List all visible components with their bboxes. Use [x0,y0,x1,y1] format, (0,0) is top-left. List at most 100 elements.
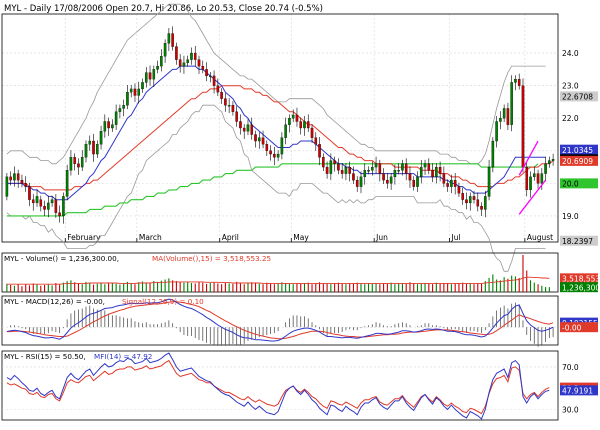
candle-body [423,163,427,168]
candle-body [295,114,299,122]
candle-body [457,186,461,194]
price-value-label: 18.2397 [562,237,593,246]
candle-body [303,121,306,129]
candle-body [178,59,182,67]
ma-50-line [6,85,554,191]
candle-body [152,69,156,80]
volume-legend-volume: MYL - Volume() = 1,236,300.00, [4,254,119,263]
candle-body [502,108,506,119]
rsi-tick-label: 30.0 [562,405,579,414]
candle-body [378,163,382,174]
candle-body [77,163,80,168]
candle-body [28,186,31,200]
candle-body [250,124,254,135]
candle-body [487,166,491,197]
candle-body [540,173,544,184]
candle-body [209,75,212,78]
candle-body [517,78,521,86]
candle-body [480,206,483,210]
candle-body [212,75,216,86]
candle-body [43,206,46,210]
candle-body [171,33,174,47]
candle-body [359,176,363,187]
trend-line-lower [518,179,547,215]
candle-body [205,69,208,77]
candle-body [235,111,238,122]
price-value-label-bg [560,235,598,246]
candle-body [220,92,223,99]
candle-body [412,179,416,187]
candle-body [224,98,227,106]
macd-legend-macd: MYL - MACD(12,26) = -0.00, [4,297,105,306]
macd-signal-line [6,301,554,340]
candle-body [20,179,24,184]
volume-ma-line [6,276,550,285]
candle-body [111,124,114,129]
candle-body [16,173,20,181]
candle-body [148,72,152,80]
candle-body [167,33,171,44]
candle-body [435,166,438,178]
candle-body [182,62,186,67]
candle-body [442,173,446,184]
candle-body [62,196,65,217]
candle-body [544,163,547,174]
bollinger-upper-line [6,3,546,165]
candle-body [322,157,325,168]
candle-body [254,134,257,142]
candle-body [126,92,129,106]
macd-frame [1,295,559,346]
candle-body [310,127,314,138]
mfi-line [6,352,550,420]
candle-body [453,179,457,187]
price-tick-label: 24.0 [562,49,579,58]
candle-body [193,52,197,60]
candle-body [401,163,404,171]
candle-body [472,196,476,200]
rsi-line [6,359,550,415]
candle-body [465,199,468,204]
macd-panel: MYL - MACD(12,26) = -0.00, Signal(12,26,9… [1,295,598,347]
candle-body [427,163,431,171]
candle-body [35,196,39,204]
candle-body [186,59,189,64]
price-value-label-bg [560,155,598,166]
candle-body [280,137,284,155]
candle-body [9,176,12,181]
month-label-april: April [222,233,239,242]
candle-body [288,118,291,125]
candle-body [54,199,58,213]
rsi-legend-mfi: MFI(14) = 47.92 [94,352,152,361]
price-frame [1,13,559,243]
candle-body [73,157,76,164]
candle-body [348,166,351,174]
candle-body [50,199,54,204]
candle-body [201,65,205,70]
candle-body [333,160,336,164]
volume-value-label: 3,518,553 [562,275,600,284]
candle-body [461,192,464,200]
candle-body [525,166,529,191]
candle-body [352,173,355,181]
candle-body [404,163,408,174]
price-panel: February March April May Jun Jul August 24.0 23.… [1,3,598,272]
volume-frame [1,252,559,293]
candle-body [306,121,310,129]
candle-body [325,166,329,174]
month-label-may: May [293,233,309,242]
candle-body [269,150,272,155]
price-tick-label: 19.0 [562,212,579,221]
month-label-march: March [139,233,162,242]
candle-body [495,121,498,142]
candle-body [533,173,536,178]
month-label-jul: Jul [451,233,461,242]
candle-body [261,137,265,145]
rsi-panel: MYL - RSI(15) = 50.50, MFI(14) = 47.92 70.… [1,350,598,421]
price-value-label: 22.6708 [562,93,593,102]
candle-body [337,163,340,171]
rsi-frame [1,350,559,421]
candle-body [510,82,513,125]
candle-body [363,170,367,178]
